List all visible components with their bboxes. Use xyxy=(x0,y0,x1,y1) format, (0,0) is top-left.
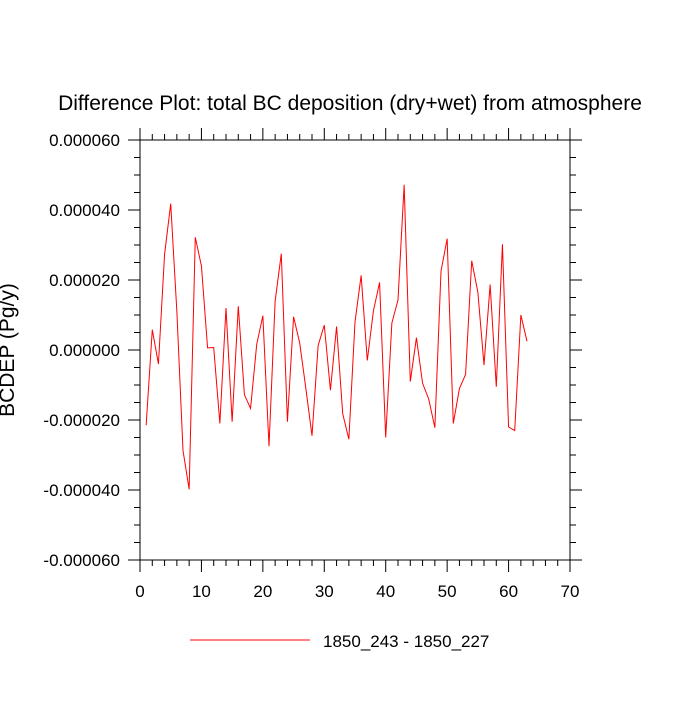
x-axis-tick-labels: 0 10 20 30 40 50 60 70 xyxy=(135,582,579,601)
x-tick-label: 40 xyxy=(376,582,395,601)
x-tick-label: 20 xyxy=(253,582,272,601)
y-tick-label: 0.000060 xyxy=(49,131,120,150)
y-axis-tick-labels: -0.000060 -0.000040 -0.000020 0.000000 0.000… xyxy=(43,131,120,570)
legend: 1850_243 - 1850_227 xyxy=(190,632,489,651)
y-tick-label: -0.000060 xyxy=(43,551,120,570)
y-tick-label: 0.000000 xyxy=(49,341,120,360)
y-tick-label: 0.000040 xyxy=(49,201,120,220)
y-tick-label: -0.000040 xyxy=(43,481,120,500)
x-tick-label: 70 xyxy=(561,582,580,601)
y-axis-label: BCDEP (Pg/y) xyxy=(0,283,19,417)
y-tick-label: -0.000020 xyxy=(43,411,120,430)
x-tick-label: 50 xyxy=(438,582,457,601)
y-tick-label: 0.000020 xyxy=(49,271,120,290)
x-tick-label: 0 xyxy=(135,582,144,601)
x-tick-label: 10 xyxy=(192,582,211,601)
series-lines xyxy=(145,184,528,490)
legend-label: 1850_243 - 1850_227 xyxy=(323,632,489,651)
x-tick-label: 30 xyxy=(315,582,334,601)
chart-title: Difference Plot: total BC deposition (dr… xyxy=(58,92,642,115)
series-line xyxy=(145,184,528,490)
x-tick-label: 60 xyxy=(499,582,518,601)
axis-ticks xyxy=(128,128,582,572)
